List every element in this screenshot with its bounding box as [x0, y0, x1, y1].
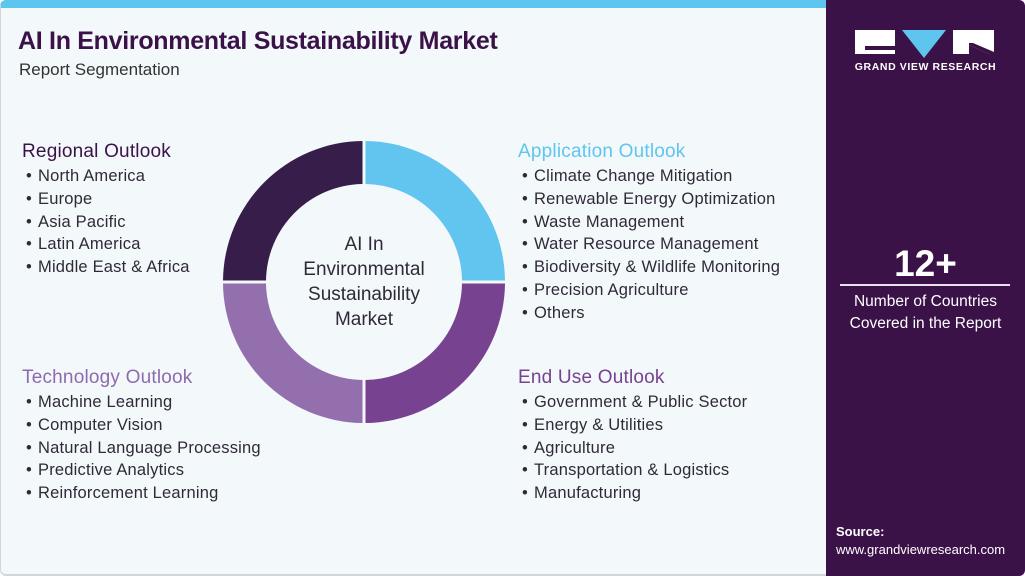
list-item: • Latin America	[22, 233, 190, 256]
bullet-icon: •	[522, 438, 528, 457]
bullet-icon: •	[26, 212, 32, 231]
bullet-icon: •	[522, 189, 528, 208]
main-panel	[0, 0, 826, 576]
list-item: • Waste Management	[518, 211, 780, 234]
countries-stat-label: Number of Countries Covered in the Repor…	[849, 293, 1002, 332]
donut-segment-end-use	[365, 283, 505, 423]
stat-divider	[840, 284, 1010, 286]
list-item: • Biodiversity & Wildlife Monitoring	[518, 256, 780, 279]
application-outlook-section: Application Outlook • Climate Change Miti…	[518, 141, 780, 325]
bullet-icon: •	[26, 189, 32, 208]
page-title: AI In Environmental Sustainability Marke…	[18, 27, 498, 55]
segmentation-donut-chart	[223, 141, 505, 423]
list-item: • Europe	[22, 188, 190, 211]
list-item: • Government & Public Sector	[518, 391, 747, 414]
list-item: • Predictive Analytics	[22, 459, 261, 482]
end-use-outlook-title: End Use Outlook	[518, 367, 665, 388]
bullet-icon: •	[26, 484, 32, 503]
list-item: • Precision Agriculture	[518, 279, 780, 302]
bullet-icon: •	[522, 393, 528, 411]
page-subtitle: Report Segmentation	[19, 60, 180, 79]
bullet-icon: •	[26, 235, 32, 254]
bullet-icon: •	[522, 303, 528, 322]
application-outlook-list: • Climate Change Mitigation • Renewable En…	[518, 165, 780, 325]
technology-outlook-section: Technology Outlook • Machine Learning • Co…	[22, 367, 261, 505]
regional-outlook-title: Regional Outlook	[22, 141, 171, 162]
list-item: • Asia Pacific	[22, 211, 190, 234]
bullet-icon: •	[26, 393, 32, 411]
bullet-icon: •	[26, 167, 32, 185]
source-url-link[interactable]: www.grandviewresearch.com	[836, 542, 1006, 557]
list-item: • Water Resource Management	[518, 233, 780, 256]
bullet-icon: •	[522, 212, 528, 231]
bullet-icon: •	[522, 235, 528, 254]
bullet-icon: •	[26, 415, 32, 434]
list-item: • Others	[518, 302, 780, 325]
bullet-icon: •	[522, 167, 528, 185]
bullet-icon: •	[26, 438, 32, 457]
regional-outlook-section: Regional Outlook • North America • Europe …	[22, 141, 190, 279]
list-item: • Reinforcement Learning	[22, 482, 261, 505]
list-item: • Climate Change Mitigation	[518, 165, 780, 188]
end-use-outlook-section: End Use Outlook • Government & Public Sec…	[518, 367, 747, 505]
donut-segment-application	[365, 141, 505, 281]
technology-outlook-title: Technology Outlook	[22, 367, 193, 388]
bullet-icon: •	[522, 258, 528, 277]
source-label: Source:	[836, 524, 885, 539]
list-item: • Natural Language Processing	[22, 437, 261, 460]
bullet-icon: •	[522, 415, 528, 434]
sidebar-panel	[826, 0, 1025, 576]
list-item: • Agriculture	[518, 437, 747, 460]
end-use-outlook-list: • Government & Public Sector • Energy & Ut…	[518, 391, 747, 505]
bullet-icon: •	[522, 484, 528, 503]
list-item: • Energy & Utilities	[518, 414, 747, 437]
list-item: • Manufacturing	[518, 482, 747, 505]
bullet-icon: •	[522, 280, 528, 299]
donut-segment-technology	[223, 283, 363, 423]
brand-name: GRAND VIEW RESEARCH	[854, 61, 997, 73]
donut-segment-regional	[223, 141, 363, 281]
grand-view-research-logo-icon	[855, 30, 994, 58]
application-outlook-title: Application Outlook	[518, 141, 686, 162]
technology-outlook-list: • Machine Learning • Computer Vision • Natu…	[22, 391, 261, 505]
bullet-icon: •	[522, 461, 528, 480]
donut-center-label: AI In Environmental Sustainability Marke…	[303, 234, 425, 330]
list-item: • Machine Learning	[22, 391, 261, 414]
list-item: • Renewable Energy Optimization	[518, 188, 780, 211]
bullet-icon: •	[26, 258, 32, 277]
countries-stat-value: 12+	[894, 243, 957, 284]
list-item: • Computer Vision	[22, 414, 261, 437]
list-item: • Transportation & Logistics	[518, 459, 747, 482]
list-item: • Middle East & Africa	[22, 256, 190, 279]
regional-outlook-list: • North America • Europe • Asia Pacific • La…	[22, 165, 190, 279]
bullet-icon: •	[26, 461, 32, 480]
list-item: • North America	[22, 165, 190, 188]
